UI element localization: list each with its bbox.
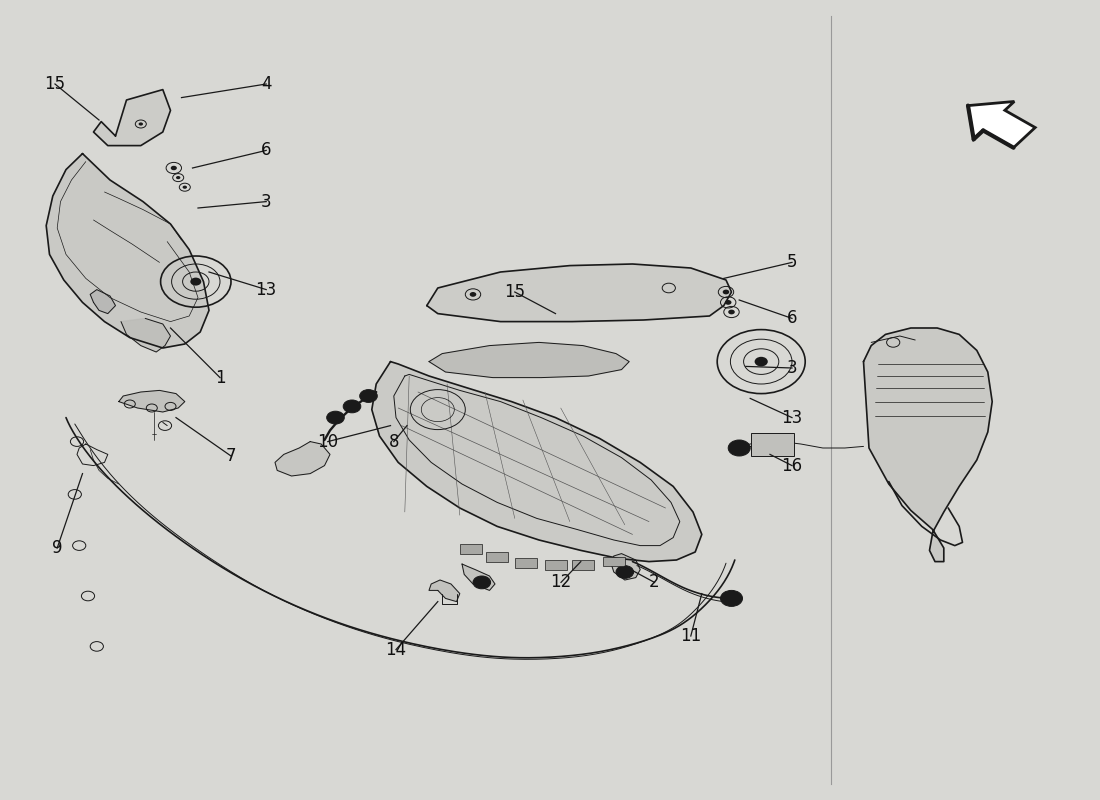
Circle shape	[327, 411, 344, 424]
Text: 12: 12	[550, 574, 572, 591]
Polygon shape	[429, 580, 460, 602]
Circle shape	[343, 400, 361, 413]
Circle shape	[755, 357, 768, 366]
Circle shape	[728, 440, 750, 456]
Polygon shape	[610, 554, 640, 580]
Text: 13: 13	[255, 281, 277, 298]
Polygon shape	[275, 442, 330, 476]
Polygon shape	[864, 328, 992, 562]
Text: 3: 3	[786, 359, 798, 377]
Circle shape	[183, 186, 187, 189]
Circle shape	[360, 390, 377, 402]
Text: 10: 10	[317, 433, 339, 450]
Polygon shape	[119, 390, 185, 412]
Bar	[486, 552, 508, 562]
Text: 3: 3	[261, 193, 272, 210]
Text: 2: 2	[649, 574, 660, 591]
Polygon shape	[429, 342, 629, 378]
Polygon shape	[372, 362, 702, 562]
Polygon shape	[46, 154, 209, 348]
Bar	[460, 544, 482, 554]
Text: 6: 6	[786, 310, 798, 327]
Text: 6: 6	[261, 142, 272, 159]
FancyBboxPatch shape	[751, 433, 794, 456]
Polygon shape	[90, 290, 116, 314]
Polygon shape	[427, 264, 732, 322]
Circle shape	[176, 176, 180, 179]
Circle shape	[470, 292, 476, 297]
Circle shape	[473, 576, 491, 589]
Bar	[603, 557, 625, 566]
Text: 15: 15	[504, 283, 526, 301]
Circle shape	[725, 300, 732, 305]
Circle shape	[728, 310, 735, 314]
Polygon shape	[94, 90, 170, 146]
Circle shape	[720, 590, 742, 606]
Text: 5: 5	[786, 254, 798, 271]
Bar	[544, 560, 566, 570]
Circle shape	[616, 566, 634, 578]
Text: 13: 13	[781, 409, 803, 426]
Circle shape	[170, 166, 177, 170]
Text: 1: 1	[214, 369, 225, 386]
Text: 15: 15	[44, 75, 66, 93]
Text: 16: 16	[781, 457, 803, 474]
Text: 11: 11	[680, 627, 702, 645]
Bar	[572, 560, 594, 570]
Text: 8: 8	[388, 433, 399, 450]
Text: 14: 14	[385, 641, 407, 658]
Polygon shape	[121, 318, 170, 352]
Text: 4: 4	[261, 75, 272, 93]
Text: 9: 9	[52, 539, 63, 557]
Text: 7: 7	[226, 447, 236, 465]
Bar	[515, 558, 537, 568]
Polygon shape	[462, 564, 495, 590]
Circle shape	[190, 278, 201, 286]
Circle shape	[723, 290, 729, 294]
Polygon shape	[968, 102, 1035, 148]
Circle shape	[139, 122, 143, 126]
